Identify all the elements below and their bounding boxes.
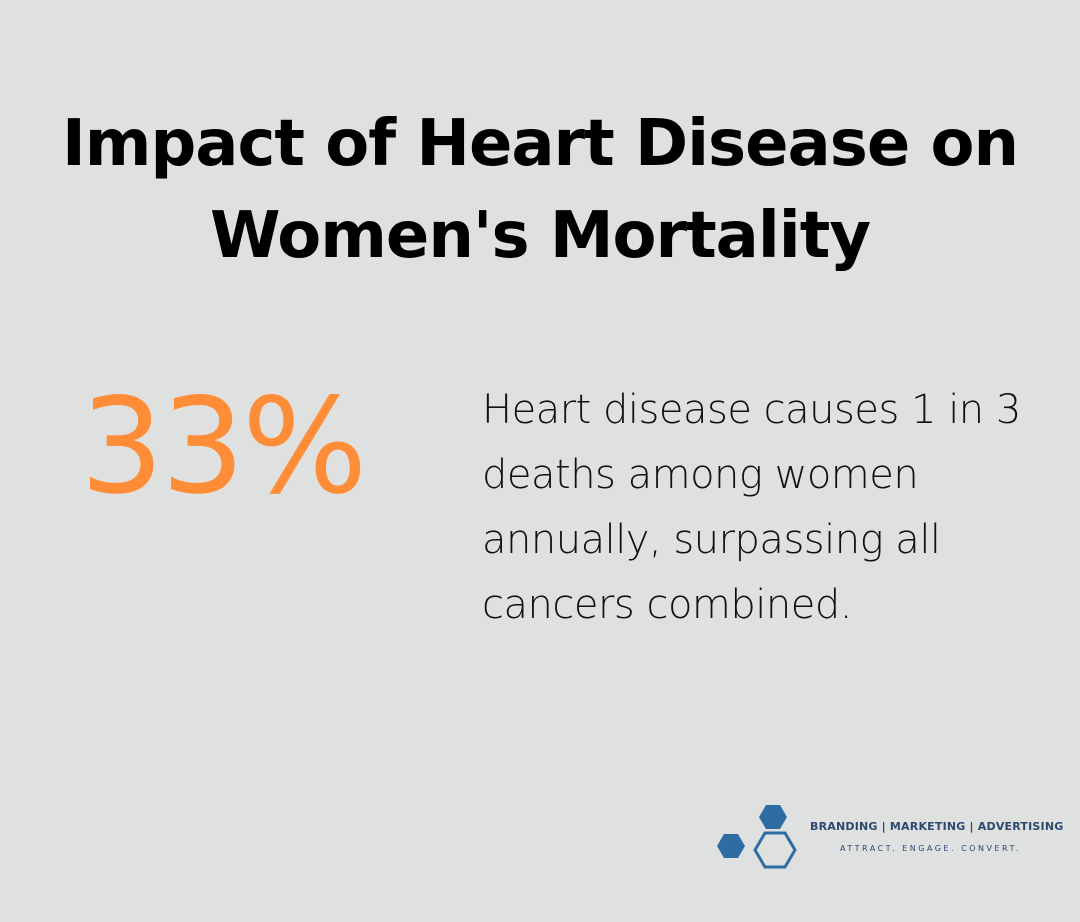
stat-value: 33% bbox=[80, 370, 367, 524]
hexagon-logo-icon bbox=[717, 805, 797, 869]
logo-tagline-primary: BRANDING | MARKETING | ADVERTISING bbox=[810, 820, 1064, 833]
page-title: Impact of Heart Disease on Women's Morta… bbox=[61, 107, 1019, 273]
brand-logo: BRANDING | MARKETING | ADVERTISING ATTRA… bbox=[710, 800, 1063, 890]
stat-description: Heart disease causes 1 in 3 deaths among… bbox=[482, 387, 1021, 628]
logo-tagline-secondary: ATTRACT. ENGAGE. CONVERT. bbox=[840, 844, 1021, 853]
